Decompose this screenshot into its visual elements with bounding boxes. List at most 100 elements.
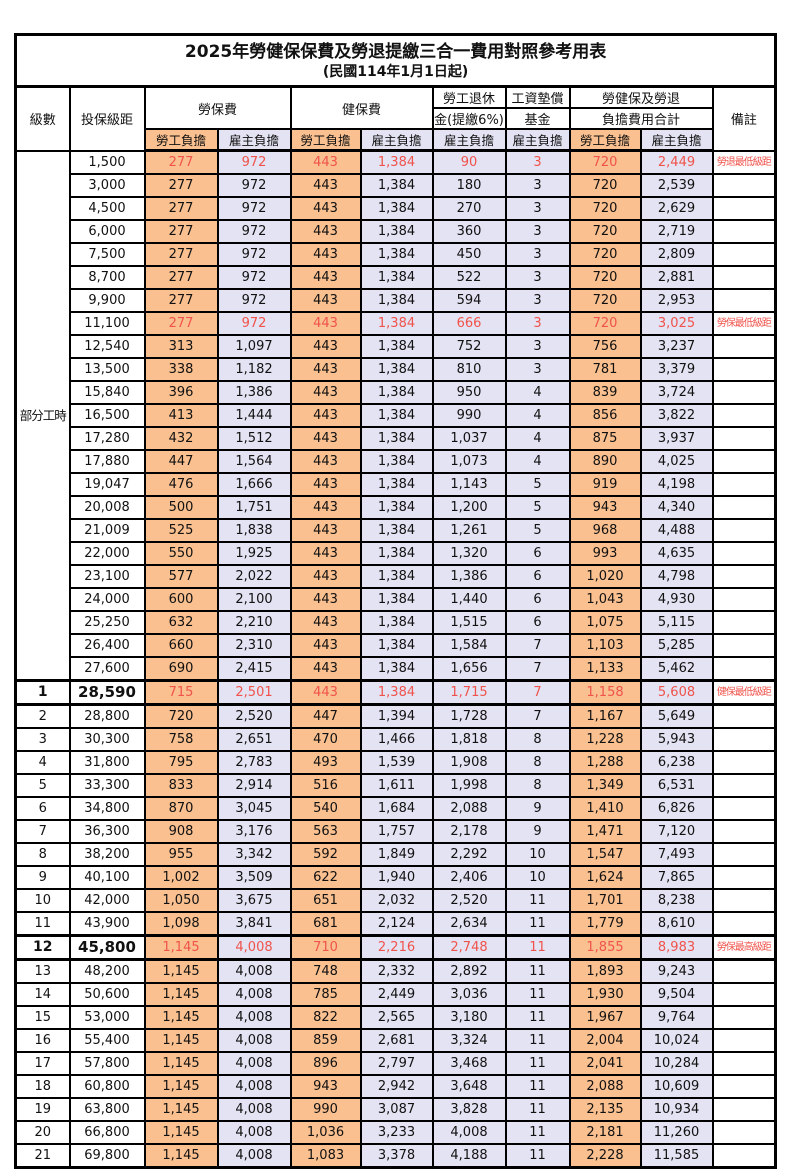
table-row: 12,540 313 1,097 443 1,384 752 3 756 3,237 [16,334,777,359]
cell-hi_emp: 681 [289,911,362,937]
cell-li_er: 1,564 [216,449,292,474]
cell-hi_er: 1,466 [359,727,434,752]
cell-remark [711,288,777,313]
cell-bracket: 13,500 [68,357,146,382]
cell-pension: 3,648 [431,1074,507,1099]
cell-hi_emp: 443 [289,196,362,221]
cell-remark: 健保最低級距 [711,679,777,706]
table-row: 11 43,900 1,098 3,841 681 2,124 2,634 11 1,779 8,… [14,911,777,937]
cell-hi_er: 2,565 [359,1005,434,1030]
cell-level: 19 [14,1097,71,1122]
cell-tot_emp: 1,167 [568,703,642,729]
cell-remark [711,219,777,244]
cell-remark: 勞保最低級距 [711,311,777,336]
cell-hi_emp: 443 [289,679,362,706]
cell-hi_er: 1,611 [359,773,434,798]
cell-bracket: 38,200 [68,842,146,867]
header-bracket: 投保級距 [68,85,146,152]
cell-remark: 勞退最低級距 [711,149,777,175]
cell-tot_emp: 1,349 [568,773,642,798]
cell-li_er: 1,751 [216,495,292,520]
table-row: 6,000 277 972 443 1,384 360 3 720 2,719 [16,219,777,244]
cell-li_emp: 715 [143,679,219,706]
cell-li_emp: 1,145 [143,1120,219,1145]
cell-tot_er: 10,284 [639,1051,714,1076]
cell-pension: 2,406 [431,865,507,890]
cell-pension: 1,515 [431,610,507,635]
cell-li_emp: 413 [143,403,219,428]
cell-li_emp: 313 [143,334,219,359]
cell-tot_emp: 993 [568,541,642,566]
cell-hi_er: 1,384 [359,633,434,658]
cell-li_er: 972 [216,242,292,267]
cell-level: 12 [14,934,71,961]
cell-remark [711,196,777,221]
cell-pension: 2,748 [431,934,507,961]
cell-tot_emp: 2,181 [568,1120,642,1145]
cell-bracket: 69,800 [68,1143,146,1169]
cell-tot_emp: 1,930 [568,982,642,1007]
cell-hi_er: 1,940 [359,865,434,890]
cell-fund: 7 [504,656,571,682]
cell-level: 13 [14,958,71,984]
cell-remark [711,495,777,520]
cell-li_emp: 550 [143,541,219,566]
cell-level: 4 [14,750,71,775]
cell-pension: 2,892 [431,958,507,984]
cell-hi_emp: 470 [289,727,362,752]
page-subtitle: (民國114年1月1日起) [322,64,469,81]
cell-li_er: 4,008 [216,982,292,1007]
cell-li_er: 972 [216,311,292,336]
cell-bracket: 21,009 [68,518,146,543]
cell-tot_emp: 2,088 [568,1074,642,1099]
header-health-insurance: 健保費 [289,85,434,130]
cell-li_emp: 432 [143,426,219,451]
cell-hi_emp: 822 [289,1005,362,1030]
cell-li_emp: 277 [143,311,219,336]
cell-tot_er: 5,285 [639,633,714,658]
cell-tot_er: 3,724 [639,380,714,405]
cell-tot_er: 4,025 [639,449,714,474]
cell-li_emp: 1,050 [143,888,219,913]
cell-hi_er: 1,384 [359,357,434,382]
table-row: 25,250 632 2,210 443 1,384 1,515 6 1,075 5,115 [16,610,777,635]
cell-fund: 11 [504,911,571,937]
cell-bracket: 9,900 [68,288,146,313]
cell-pension: 1,261 [431,518,507,543]
cell-pension: 1,037 [431,426,507,451]
cell-remark [711,1143,777,1169]
cell-tot_emp: 1,855 [568,934,642,961]
cell-li_emp: 500 [143,495,219,520]
cell-remark: 勞保最高級距 [711,934,777,961]
cell-level: 16 [14,1028,71,1053]
table-row: 26,400 660 2,310 443 1,384 1,584 7 1,103 5,285 [16,633,777,658]
cell-bracket: 28,590 [68,679,146,706]
table-row: 24,000 600 2,100 443 1,384 1,440 6 1,043 4,930 [16,587,777,612]
cell-tot_emp: 1,547 [568,842,642,867]
cell-li_emp: 1,145 [143,934,219,961]
table-row: 16,500 413 1,444 443 1,384 990 4 856 3,822 [16,403,777,428]
cell-li_emp: 1,145 [143,1143,219,1169]
cell-tot_er: 8,238 [639,888,714,913]
table-row: 4 31,800 795 2,783 493 1,539 1,908 8 1,288 6,238 [14,750,777,775]
cell-tot_er: 2,953 [639,288,714,313]
header-wage-fund-line2: 基金 [504,107,571,130]
cell-bracket: 27,600 [68,656,146,682]
cell-tot_er: 7,493 [639,842,714,867]
cell-li_er: 1,666 [216,472,292,497]
cell-remark [711,633,777,658]
cell-hi_emp: 443 [289,426,362,451]
cell-hi_er: 1,384 [359,196,434,221]
cell-hi_emp: 710 [289,934,362,961]
cell-li_emp: 690 [143,656,219,682]
cell-tot_er: 10,934 [639,1097,714,1122]
cell-hi_er: 1,384 [359,495,434,520]
cell-level: 20 [14,1120,71,1145]
cell-fund: 3 [504,149,571,175]
cell-tot_emp: 720 [568,265,642,290]
cell-fund: 3 [504,288,571,313]
cell-bracket: 31,800 [68,750,146,775]
cell-hi_emp: 990 [289,1097,362,1122]
cell-hi_er: 1,757 [359,819,434,844]
cell-fund: 10 [504,842,571,867]
